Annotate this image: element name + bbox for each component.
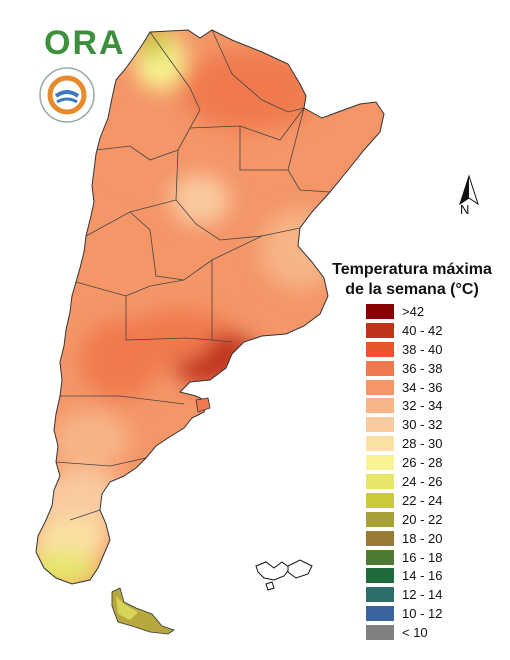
province-boundaries <box>55 30 331 521</box>
tierra-del-fuego <box>111 587 175 635</box>
malvinas-islands <box>255 559 313 591</box>
legend-swatch <box>366 606 394 622</box>
legend-label: 26 - 28 <box>402 455 443 471</box>
legend-label: 18 - 20 <box>402 530 443 546</box>
legend-label: 40 - 42 <box>402 322 443 338</box>
legend-swatch <box>366 474 394 490</box>
north-arrow-icon <box>459 174 479 206</box>
legend-swatch <box>366 398 394 414</box>
legend-label: < 10 <box>402 625 428 641</box>
legend-label: 38 - 40 <box>402 341 443 357</box>
legend-swatch <box>366 304 394 319</box>
legend-swatch <box>366 511 394 527</box>
ora-logo-text: ORA <box>44 24 126 62</box>
legend-label: 24 - 26 <box>402 474 443 490</box>
legend-title-line2: de la semana (°C) <box>345 281 479 298</box>
legend-swatch <box>366 379 394 395</box>
ora-logo: ORA <box>44 24 126 63</box>
tierra-del-fuego-inner <box>116 596 138 620</box>
legend-swatch <box>366 436 394 452</box>
legend-label: 28 - 30 <box>402 436 443 452</box>
legend-swatch <box>366 341 394 357</box>
legend-swatch <box>366 360 394 376</box>
legend-title-line1: Temperatura máxima <box>332 261 492 278</box>
legend-swatch <box>366 587 394 603</box>
legend-title: Temperatura máxima de la semana (°C) <box>322 260 502 300</box>
argentina-outline <box>35 29 385 585</box>
legend-label: 16 - 18 <box>402 549 443 565</box>
legend-swatch <box>366 625 394 641</box>
legend-label: 12 - 14 <box>402 587 443 603</box>
legend-swatch <box>366 455 394 471</box>
seal-lettering: INSTITUTO METEOROLOGICO ARGENTINA <box>0 0 1 1</box>
legend-swatch <box>366 568 394 584</box>
legend-swatch <box>366 530 394 546</box>
north-label: N <box>460 202 470 217</box>
legend-label: 22 - 24 <box>402 492 443 508</box>
smn-seal-icon <box>39 67 95 123</box>
valdes-peninsula <box>195 397 211 413</box>
legend-swatch <box>366 492 394 508</box>
legend-label: 14 - 16 <box>402 568 443 584</box>
legend-swatch <box>366 322 394 338</box>
legend-swatch <box>366 417 394 433</box>
legend-label: 36 - 38 <box>402 360 443 376</box>
legend-label: 34 - 36 <box>402 379 443 395</box>
legend-label: 32 - 34 <box>402 398 443 414</box>
legend-label: >42 <box>402 304 425 319</box>
legend-label: 10 - 12 <box>402 606 443 622</box>
legend-label: 20 - 22 <box>402 511 443 527</box>
legend-label: 30 - 32 <box>402 417 443 433</box>
legend-swatch <box>366 549 394 565</box>
